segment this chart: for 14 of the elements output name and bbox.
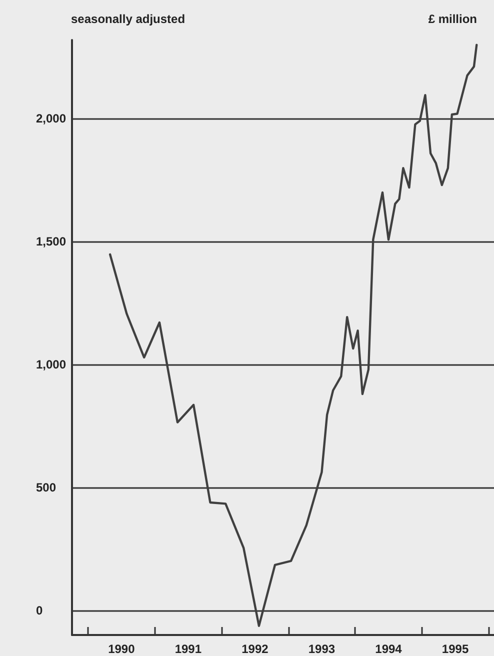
x-tick-label: 1994 [375, 642, 402, 656]
y-tick-label: 2,000 [36, 112, 66, 126]
y-axis-title: £ million [428, 12, 478, 26]
y-tick-label: 500 [36, 480, 56, 494]
chart-subtitle: seasonally adjusted [71, 12, 186, 26]
line-series [108, 44, 478, 628]
y-tick-label: 1,000 [36, 358, 66, 372]
x-tick-label: 1991 [174, 642, 202, 656]
x-tick-label: 1993 [308, 642, 336, 656]
x-tick-label: 1992 [242, 642, 269, 656]
y-tick-label: 1,500 [36, 234, 66, 249]
x-tick-label: 1990 [108, 642, 136, 656]
y-tick-label: 0 [36, 603, 43, 618]
x-tick-label: 1995 [442, 642, 469, 656]
